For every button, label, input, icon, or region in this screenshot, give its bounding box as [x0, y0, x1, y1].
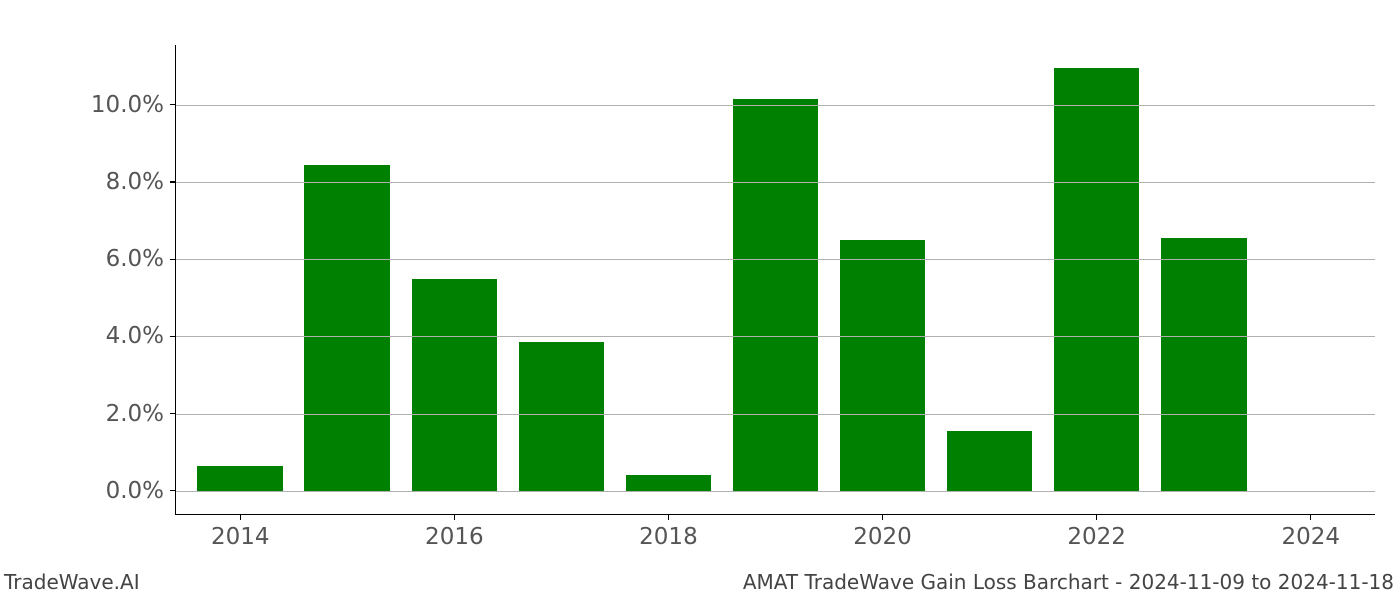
x-tick-label: 2022: [1067, 514, 1126, 550]
plot-area: 0.0%2.0%4.0%6.0%8.0%10.0%201420162018202…: [175, 45, 1375, 515]
bar: [733, 99, 819, 491]
gridline: [176, 491, 1375, 492]
bar: [412, 279, 498, 491]
y-tick-label: 8.0%: [106, 169, 176, 195]
gridline: [176, 336, 1375, 337]
y-tick-label: 2.0%: [106, 401, 176, 427]
bar: [197, 466, 283, 491]
x-tick-label: 2018: [639, 514, 698, 550]
x-tick-label: 2016: [425, 514, 484, 550]
gridline: [176, 105, 1375, 106]
y-tick-label: 6.0%: [106, 246, 176, 272]
y-tick-label: 10.0%: [91, 92, 176, 118]
bar-chart: 0.0%2.0%4.0%6.0%8.0%10.0%201420162018202…: [175, 45, 1375, 515]
y-tick-label: 4.0%: [106, 323, 176, 349]
y-tick-label: 0.0%: [106, 478, 176, 504]
bar: [519, 342, 605, 491]
bar: [1054, 68, 1140, 491]
bar: [840, 240, 926, 491]
x-tick-label: 2020: [853, 514, 912, 550]
bar: [1161, 238, 1247, 491]
footer-left-brand: TradeWave.AI: [4, 570, 140, 594]
gridline: [176, 259, 1375, 260]
gridline: [176, 414, 1375, 415]
bars-group: [176, 45, 1375, 514]
bar: [626, 475, 712, 490]
bar: [947, 431, 1033, 491]
x-tick-label: 2014: [211, 514, 270, 550]
gridline: [176, 182, 1375, 183]
footer-right-caption: AMAT TradeWave Gain Loss Barchart - 2024…: [743, 570, 1394, 594]
bar: [304, 165, 390, 491]
x-tick-label: 2024: [1281, 514, 1340, 550]
